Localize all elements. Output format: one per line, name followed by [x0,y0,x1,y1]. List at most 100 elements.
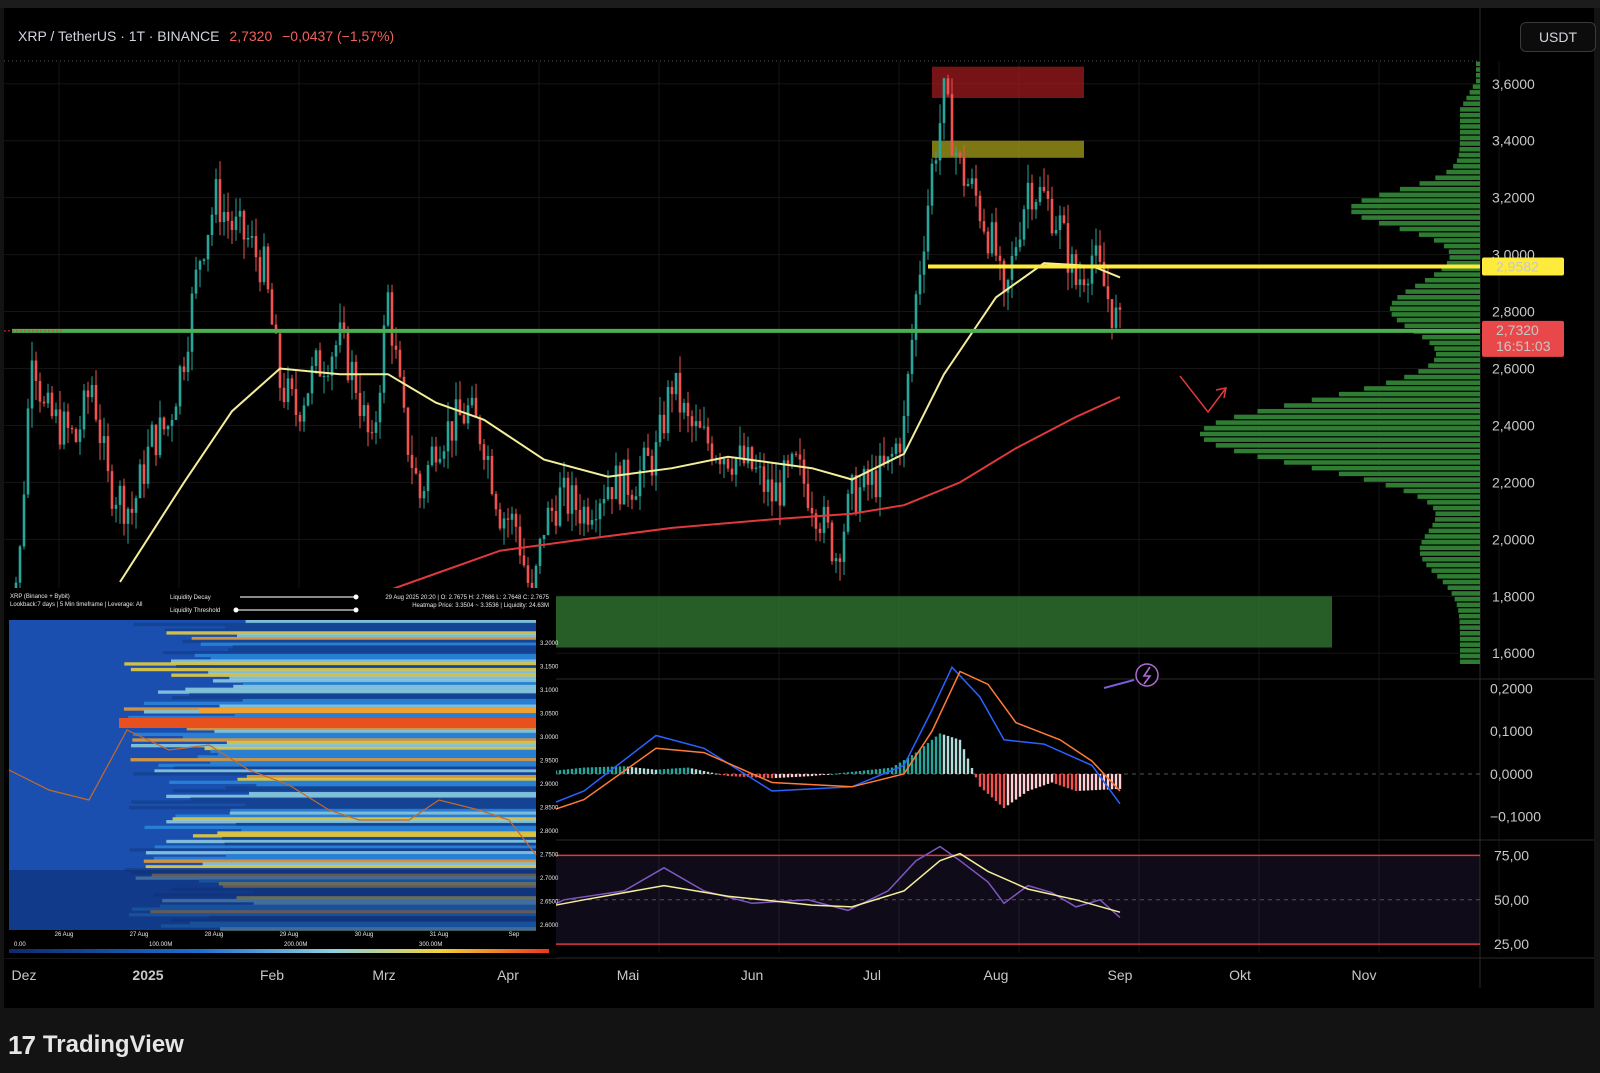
candle-body [866,468,870,485]
candle-body [726,458,730,469]
macd-histogram-bar [874,769,878,774]
heatmap-band [190,797,537,801]
volume-profile-bar [1437,574,1480,579]
heatmap-band [124,868,536,872]
macd-histogram-bar [814,773,818,776]
macd-histogram-bar [954,738,958,774]
price-axis-label: 3,6000 [1492,76,1535,92]
macd-histogram-bar [650,769,654,774]
macd-histogram-bar [566,769,570,774]
chart-frame[interactable]: XRP (Binance + Bybit) Lookback:7 days | 5… [4,8,1596,1008]
candle-body [346,330,350,381]
candle-body [434,446,438,463]
candle-body [646,447,650,456]
candle-body [546,507,550,535]
macd-histogram-bar [862,770,866,774]
macd-histogram-bar [630,767,634,774]
candle-body [526,565,530,583]
heatmap-y-tick: 3.1000 [540,688,559,694]
volume-profile-bar [1417,494,1480,499]
candle-body [38,381,42,402]
candle-body [782,460,786,506]
volume-profile-bar [1459,112,1480,118]
heatmap-band [242,698,537,703]
candle-body [1038,186,1042,202]
candle-body [30,360,34,409]
zones [520,66,1332,648]
candle-body [146,446,150,484]
macd-axis-label: 0,2000 [1490,681,1533,697]
candle-body [446,421,450,452]
heatmap-price-label: Heatmap Price: 3.3504 ~ 3.3536 | Liquidi… [412,603,549,609]
candle-body [670,387,674,395]
candle-body [226,211,230,221]
time-axis-label: Nov [1352,967,1377,983]
candle-body [134,498,138,513]
candle-body [90,384,94,398]
heatmap-band [176,665,537,669]
macd-histogram-bar [950,737,954,774]
volume-profile-bar [1476,78,1480,84]
rsi-pane [507,845,1480,945]
currency-button[interactable]: USDT [1520,22,1596,52]
candle-body [918,274,922,295]
liquidity-decay-handle [353,594,359,600]
candle-body [602,498,606,504]
macd-histogram-bar [802,773,806,777]
macd-histogram-bar [902,760,906,774]
price-axis-label: 3,2000 [1492,190,1535,206]
heatmap-band [164,628,536,632]
candle-body [50,392,54,417]
candle-body [22,494,26,547]
volume-profile-bar [1449,255,1480,260]
volume-profile-bar [1379,192,1480,198]
volume-profile-bar [1476,72,1480,78]
macd-histogram-bar [1086,773,1090,791]
candle-body [1098,245,1102,262]
macd-histogram-bar [1090,773,1094,791]
candle-body [686,402,690,417]
candle-body [1082,279,1086,286]
candle-body [510,513,514,520]
candle-body [770,479,774,502]
volume-profile-bar [1389,306,1480,311]
candle-body [362,405,366,417]
volume-profile-bar [1421,539,1480,545]
heatmap-band [224,842,536,846]
heatmap-band [182,735,537,739]
candle-body [950,94,954,156]
heatmap-scale-bar [9,949,549,953]
candle-body [722,458,726,465]
heatmap-x-tick: 26 Aug [55,932,74,938]
candle-body [898,443,902,453]
macd-histogram-bar [778,773,782,778]
candle-body [530,582,534,590]
macd-histogram-bar [758,773,762,778]
candle-body [1062,215,1066,224]
volume-profile-bar [1459,648,1480,653]
candle-body [386,292,390,326]
macd-pane [506,665,1480,826]
volume-profile-bar [1435,175,1480,180]
candle-body [614,465,618,500]
volume-profile-bar [1459,141,1480,146]
candle-body [122,485,126,524]
candle-body [178,366,182,407]
heatmap-band [170,659,536,663]
candle-body [126,508,130,524]
candle-body [570,485,574,514]
candle-body [234,216,238,230]
volume-profile-bar [1453,164,1480,169]
candle-body [298,414,302,422]
candle-body [474,397,478,418]
candle-body [946,78,950,95]
heatmap-band [229,676,536,680]
time-axis-label: Dez [12,967,37,983]
chart-canvas[interactable]: XRP (Binance + Bybit) Lookback:7 days | 5… [4,8,1594,1008]
volume-profile-bar [1435,511,1480,516]
macd-histogram-bar [986,773,990,794]
price-levels[interactable] [4,264,1480,333]
heatmap-band [232,645,536,649]
candle-body [490,455,494,494]
candle-body [986,231,990,254]
